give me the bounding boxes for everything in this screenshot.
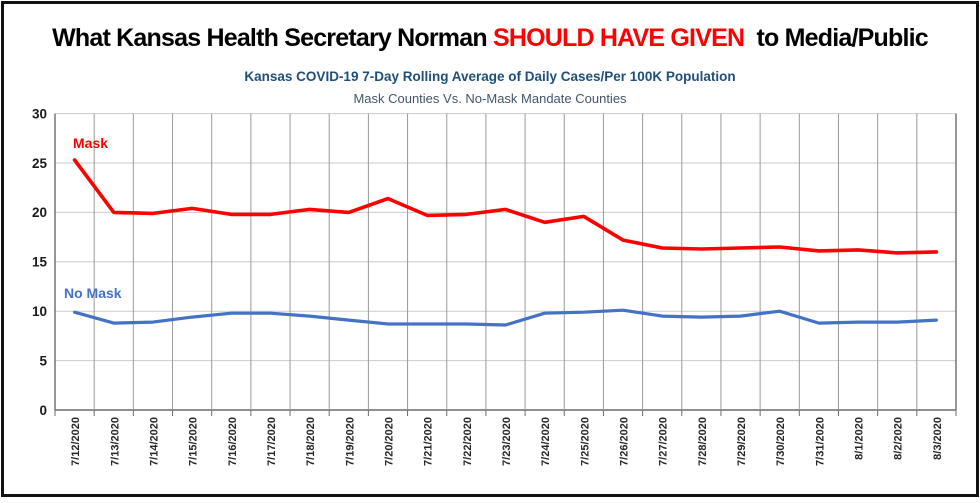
x-axis-date-label: 7/16/2020 (227, 417, 239, 466)
x-axis-date-label: 7/22/2020 (462, 417, 474, 466)
chart-subtitle-line1: Kansas COVID-19 7-Day Rolling Average of… (244, 69, 736, 84)
series-label-no-mask: No Mask (64, 285, 122, 301)
x-axis-date-label: 8/2/2020 (893, 417, 905, 460)
x-axis-date-label: 7/13/2020 (109, 417, 121, 466)
x-axis-date-label: 7/27/2020 (658, 417, 670, 466)
x-axis-date-label: 8/3/2020 (932, 417, 944, 460)
x-axis-date-label: 7/12/2020 (70, 417, 82, 466)
title-highlight: SHOULD HAVE GIVEN (492, 24, 745, 52)
series-line-no-mask (72, 308, 939, 327)
y-axis-tick-label: 30 (32, 106, 47, 121)
chart-subtitle-line2: Mask Counties Vs. No-Mask Mandate Counti… (353, 91, 627, 106)
y-axis-tick-label: 20 (32, 205, 47, 220)
x-axis-date-label: 7/29/2020 (736, 417, 748, 466)
x-axis-date-label: 7/20/2020 (383, 417, 395, 466)
y-axis-tick-label: 0 (39, 403, 47, 418)
x-axis-date-label: 7/23/2020 (501, 417, 513, 466)
series-label-mask: Mask (73, 135, 109, 151)
chart-main-title: What Kansas Health Secretary Norman SHOU… (4, 24, 976, 53)
series-line-mask (72, 158, 939, 255)
x-axis-date-label: 7/25/2020 (579, 417, 591, 466)
y-axis-tick-label: 25 (32, 156, 48, 171)
y-axis-tick-label: 10 (32, 304, 47, 319)
x-axis-date-label: 7/26/2020 (619, 417, 631, 466)
x-axis-date-label: 7/21/2020 (423, 417, 435, 466)
x-axis-date-label: 7/17/2020 (266, 417, 278, 466)
title-text-suffix: to Media/Public (744, 24, 928, 52)
line-chart-plot-area: 0 5 10 15 20 25 30 7/12/2020 7/13/2020 7/14/2020 7… (32, 106, 957, 466)
title-text-prefix: What Kansas Health Secretary Norman (52, 24, 493, 52)
x-axis-date-label: 7/14/2020 (148, 417, 160, 466)
x-axis-date-label: 7/31/2020 (814, 417, 826, 466)
x-axis-date-label: 7/28/2020 (697, 417, 709, 466)
y-axis-tick-label: 15 (32, 255, 48, 270)
x-axis-date-label: 7/15/2020 (188, 417, 200, 466)
y-axis-tick-label: 5 (39, 353, 47, 368)
x-axis-date-label: 7/19/2020 (344, 417, 356, 466)
x-axis-date-label: 7/18/2020 (305, 417, 317, 466)
x-axis-date-label: 8/1/2020 (854, 417, 866, 460)
x-axis-date-label: 7/30/2020 (775, 417, 787, 466)
x-axis-date-label: 7/24/2020 (540, 417, 552, 466)
